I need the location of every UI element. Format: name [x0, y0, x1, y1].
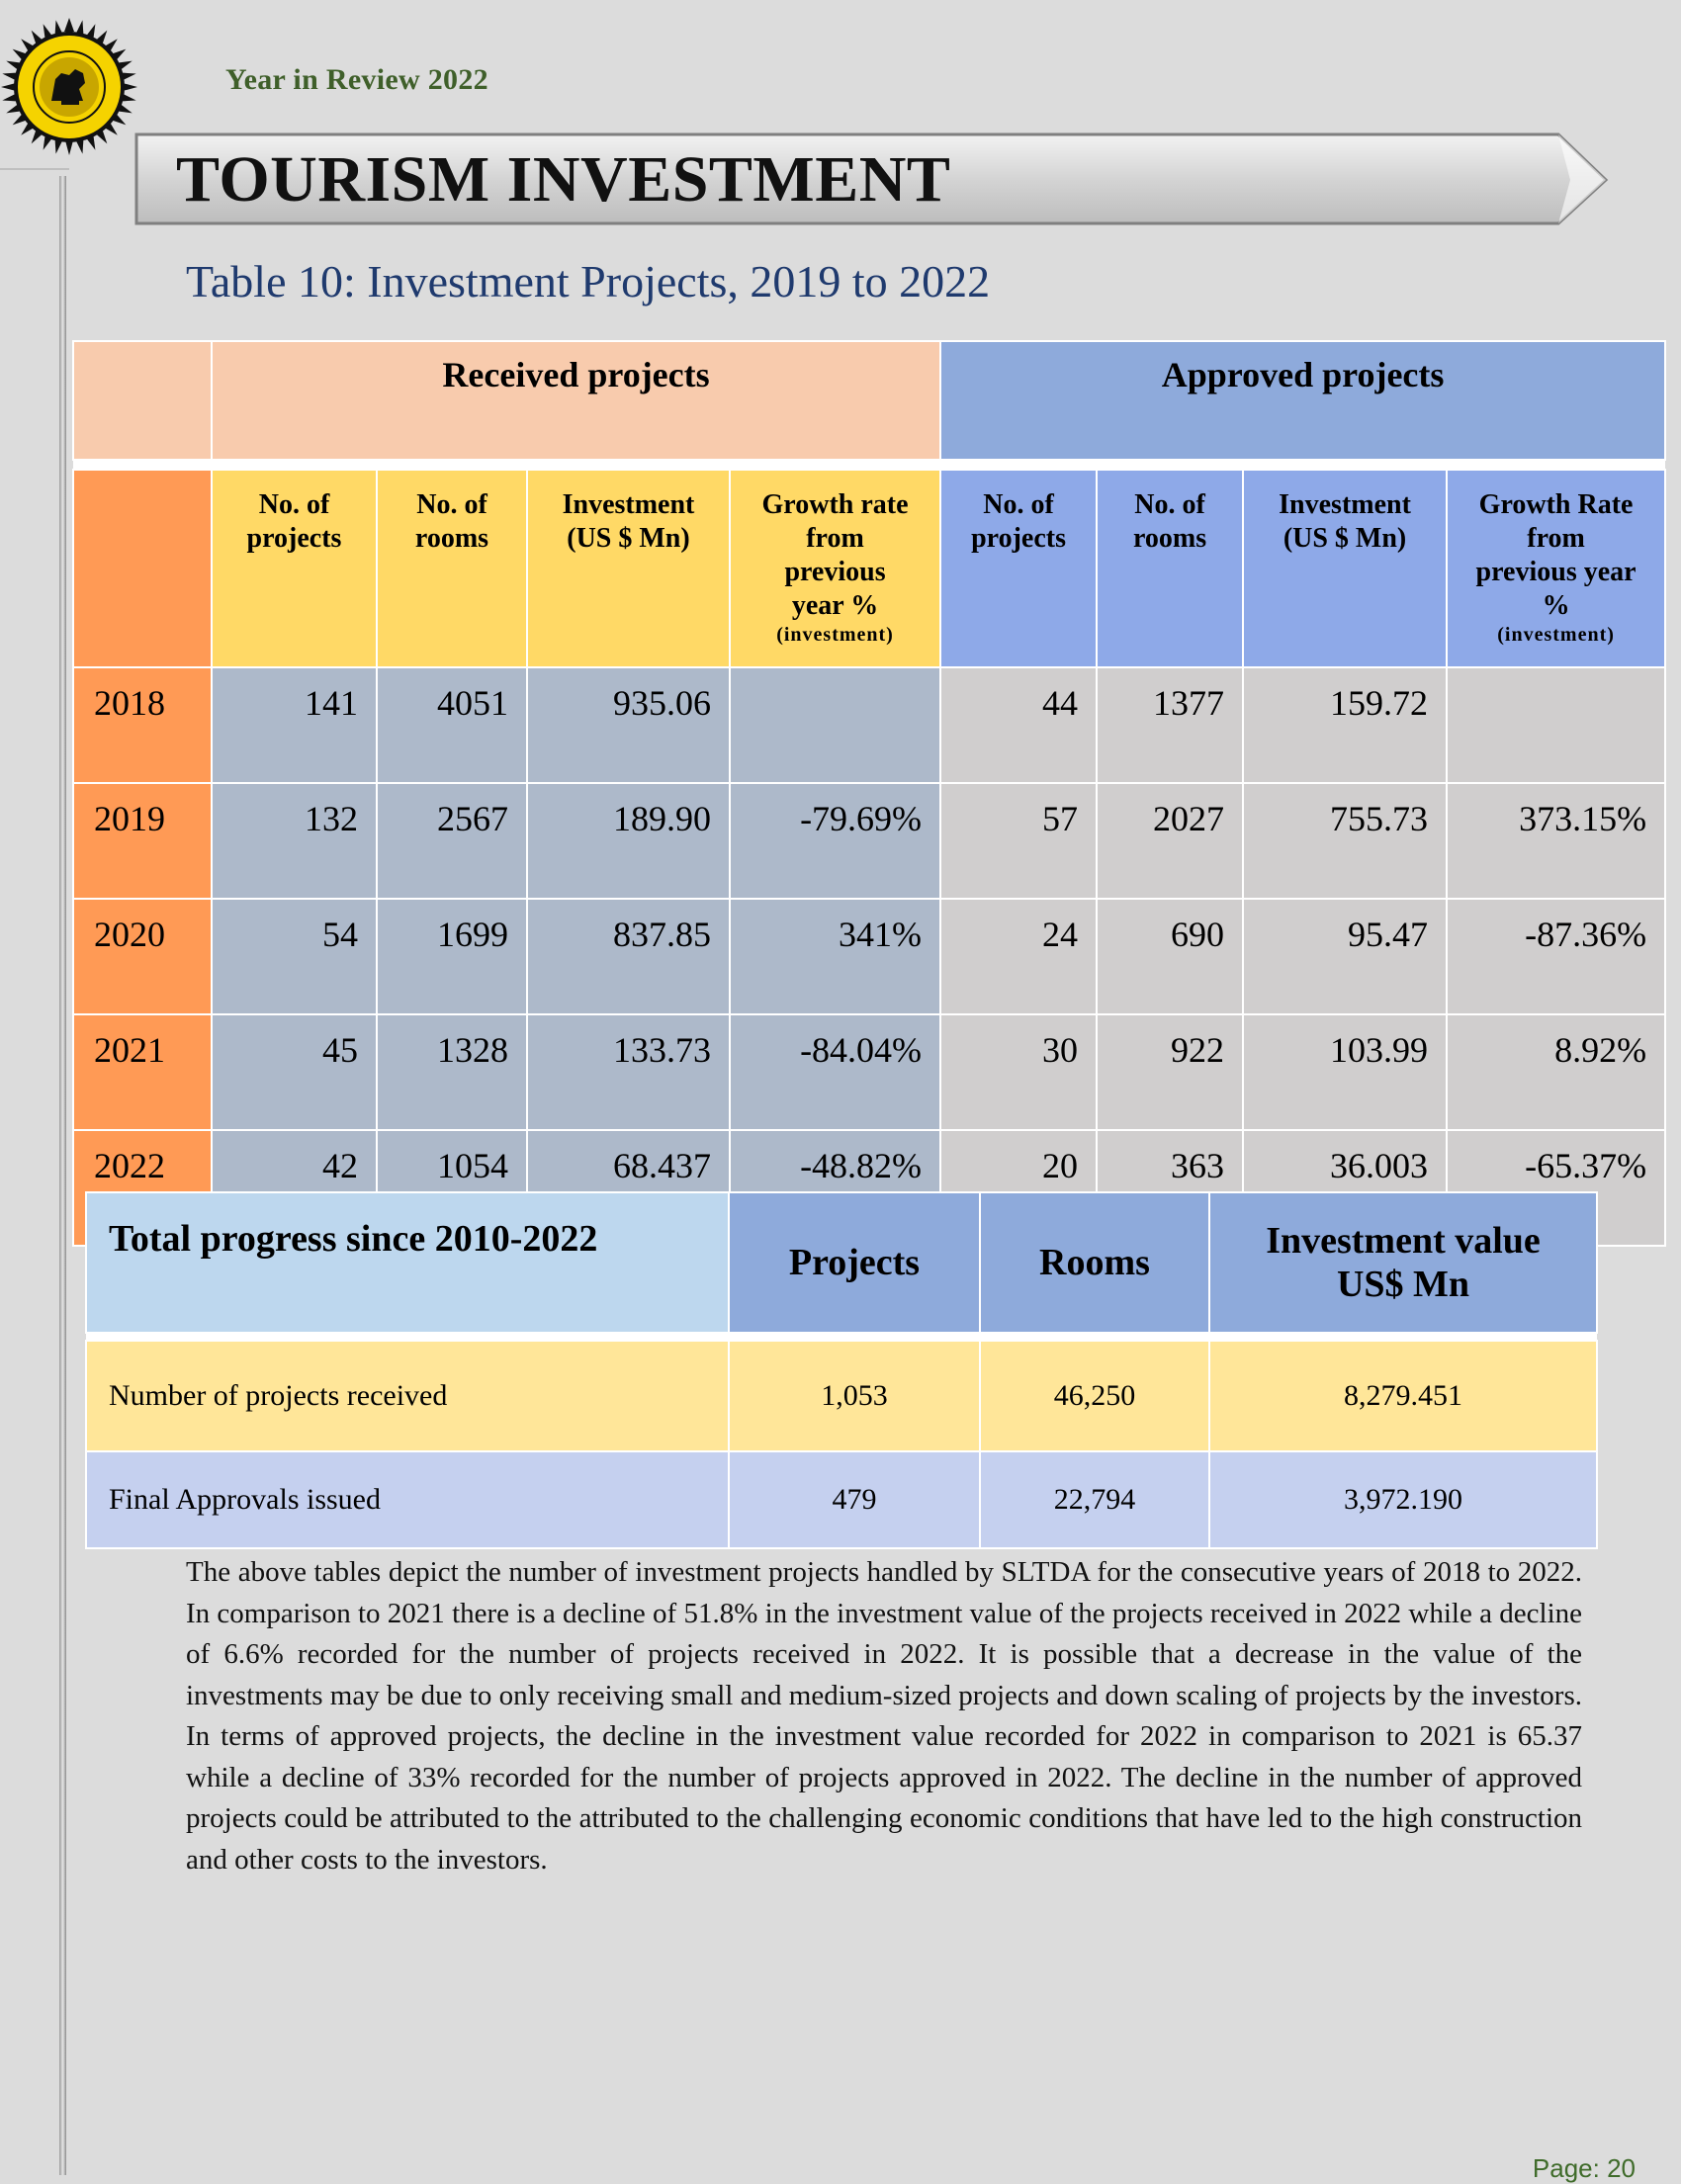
total-progress-heading: Total progress since 2010-2022: [85, 1191, 730, 1334]
received-rooms-cell: 4051: [376, 666, 528, 784]
approved-rooms-cell: 1377: [1096, 666, 1245, 784]
approved-rooms-cell: 2027: [1096, 782, 1245, 900]
page-number: Page: 20: [1532, 2153, 1636, 2183]
received-growth-header: Growth rate from previous year % (investmen…: [728, 469, 942, 668]
approved-growth-header: Growth Rate from previous year% (investmen…: [1446, 469, 1667, 668]
received-projects-cell: 45: [211, 1013, 378, 1131]
approved-growth-cell: 373.15%: [1446, 782, 1667, 900]
received-growth-cell: [728, 666, 942, 784]
investment-cell: 3,972.190: [1208, 1450, 1598, 1549]
rooms-cell: 46,250: [979, 1340, 1210, 1452]
received-investment-cell: 133.73: [526, 1013, 731, 1131]
received-investment-cell: 189.90: [526, 782, 731, 900]
year-column-header: [72, 469, 213, 668]
received-investment-cell: 837.85: [526, 898, 731, 1015]
summary-paragraph: The above tables depict the number of in…: [186, 1556, 1582, 1876]
section-title: TOURISM INVESTMENT: [176, 143, 951, 216]
year-cell: 2020: [72, 898, 213, 1015]
approved-investment-cell: 95.47: [1242, 898, 1449, 1015]
approved-projects-cell: 30: [939, 1013, 1099, 1131]
table-row: Number of projects received 1,053 46,250…: [85, 1340, 1598, 1452]
table-row: 2018 141 4051 935.06 44 1377 159.72: [72, 666, 1667, 784]
approved-no-rooms-header: No. of rooms: [1096, 469, 1245, 668]
approved-rooms-cell: 690: [1096, 898, 1245, 1015]
investment-value-column-header: Investment value US$ Mn: [1208, 1191, 1598, 1334]
sri-lanka-lion-emblem-icon: [1, 18, 137, 155]
rooms-column-header: Rooms: [979, 1191, 1210, 1334]
approved-projects-cell: 24: [939, 898, 1099, 1015]
received-no-projects-header: No. of projects: [211, 469, 378, 668]
approved-investment-cell: 159.72: [1242, 666, 1449, 784]
table-row: 2021 45 1328 133.73 -84.04% 30 922 103.9…: [72, 1013, 1667, 1131]
received-projects-header: Received projects: [210, 340, 942, 461]
received-investment-header: Investment (US $ Mn): [526, 469, 731, 668]
projects-cell: 479: [728, 1450, 981, 1549]
year-cell: 2018: [72, 666, 213, 784]
received-growth-cell: -79.69%: [728, 782, 942, 900]
received-rooms-cell: 1328: [376, 1013, 528, 1131]
approved-projects-header: Approved projects: [939, 340, 1667, 461]
approved-investment-cell: 103.99: [1242, 1013, 1449, 1131]
top-rule: [0, 168, 69, 170]
projects-cell: 1,053: [728, 1340, 981, 1452]
received-rooms-cell: 2567: [376, 782, 528, 900]
investment-cell: 8,279.451: [1208, 1340, 1598, 1452]
left-margin-bar: [59, 176, 66, 2175]
approved-investment-cell: 755.73: [1242, 782, 1449, 900]
received-projects-cell: 54: [211, 898, 378, 1015]
header-corner: [72, 340, 213, 461]
rooms-cell: 22,794: [979, 1450, 1210, 1549]
year-in-review-title: Year in Review 2022: [225, 63, 488, 96]
approved-no-projects-header: No. of projects: [939, 469, 1099, 668]
received-projects-cell: 141: [211, 666, 378, 784]
year-cell: 2019: [72, 782, 213, 900]
year-cell: 2021: [72, 1013, 213, 1131]
received-rooms-cell: 1699: [376, 898, 528, 1015]
approved-rooms-cell: 922: [1096, 1013, 1245, 1131]
row-label: Final Approvals issued: [85, 1450, 730, 1549]
approved-projects-cell: 57: [939, 782, 1099, 900]
table-title: Table 10: Investment Projects, 2019 to 2…: [186, 256, 991, 306]
approved-growth-cell: -87.36%: [1446, 898, 1667, 1015]
row-label: Number of projects received: [85, 1340, 730, 1452]
investment-projects-table: Received projects Approved projects No. …: [72, 340, 1667, 1247]
approved-investment-header: Investment (US $ Mn): [1242, 469, 1449, 668]
approved-projects-cell: 44: [939, 666, 1099, 784]
received-investment-cell: 935.06: [526, 666, 731, 784]
table-row: 2020 54 1699 837.85 341% 24 690 95.47 -8…: [72, 898, 1667, 1015]
table-row: 2019 132 2567 189.90 -79.69% 57 2027 755…: [72, 782, 1667, 900]
approved-growth-cell: [1446, 666, 1667, 784]
approved-growth-cell: 8.92%: [1446, 1013, 1667, 1131]
projects-column-header: Projects: [728, 1191, 981, 1334]
total-progress-table: Total progress since 2010-2022 Projects …: [85, 1191, 1598, 1549]
received-growth-cell: 341%: [728, 898, 942, 1015]
received-growth-cell: -84.04%: [728, 1013, 942, 1131]
section-banner: [134, 132, 1609, 225]
received-no-rooms-header: No. of rooms: [376, 469, 528, 668]
table-row: Final Approvals issued 479 22,794 3,972.…: [85, 1450, 1598, 1549]
received-projects-cell: 132: [211, 782, 378, 900]
